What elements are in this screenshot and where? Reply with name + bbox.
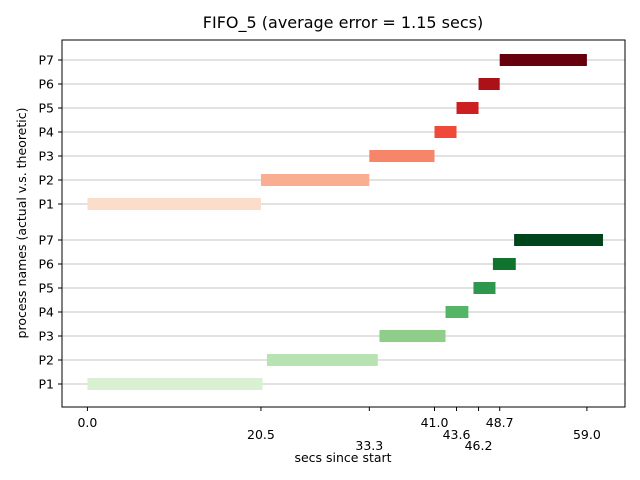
chart-title: FIFO_5 (average error = 1.15 secs)	[203, 13, 483, 33]
y-axis-label: process names (actual v.s. theoretic)	[14, 108, 29, 339]
bar-actual-p7	[514, 234, 603, 246]
y-tick-label: P6	[39, 77, 55, 92]
bar-theoretic-p4	[434, 126, 457, 138]
bar-theoretic-p6	[478, 78, 500, 90]
y-tick-label: P1	[39, 197, 55, 212]
y-tick-label: P7	[39, 233, 55, 248]
x-tick-label: 20.5	[247, 427, 275, 442]
y-tick-label: P7	[39, 53, 55, 68]
y-tick-label: P6	[39, 257, 55, 272]
y-tick-label: P1	[39, 377, 55, 392]
y-tick-label: P4	[39, 305, 55, 320]
x-tick-label: 41.0	[421, 415, 449, 430]
bar-theoretic-p7	[499, 54, 587, 66]
bar-theoretic-p3	[369, 150, 435, 162]
y-ticks: P1 P2 P3 P4 P5 P6 P7 P1 P2 P3 P4 P5 P6 P7	[39, 53, 62, 392]
bar-theoretic-p1	[87, 198, 261, 210]
x-tick-label: 43.6	[443, 427, 471, 442]
x-tick-label: 46.2	[465, 438, 493, 453]
y-tick-label: P5	[39, 101, 55, 116]
x-axis-label: secs since start	[294, 450, 391, 465]
bar-theoretic-p2	[260, 174, 370, 186]
bar-actual-p4	[445, 306, 469, 318]
x-ticks: 0.0 20.5 33.3 41.043.646.2 48.7 59.0	[77, 407, 601, 453]
bar-theoretic-p5	[456, 102, 479, 114]
x-tick-label: 0.0	[77, 415, 97, 430]
y-tick-label: P3	[39, 329, 55, 344]
bar-actual-p1	[87, 378, 263, 390]
bar-actual-p3	[379, 330, 446, 342]
x-tick-label: 48.7	[486, 415, 514, 430]
y-tick-label: P5	[39, 281, 55, 296]
y-tick-label: P4	[39, 125, 55, 140]
y-tick-label: P3	[39, 149, 55, 164]
plot-frame	[61, 39, 626, 408]
y-tick-label: P2	[39, 353, 55, 368]
bars-layer	[87, 54, 603, 390]
bar-actual-p2	[266, 354, 378, 366]
bar-actual-p5	[473, 282, 496, 294]
bar-actual-p6	[492, 258, 516, 270]
x-tick-label: 33.3	[355, 438, 383, 453]
y-tick-label: P2	[39, 173, 55, 188]
x-tick-label: 59.0	[573, 427, 601, 442]
